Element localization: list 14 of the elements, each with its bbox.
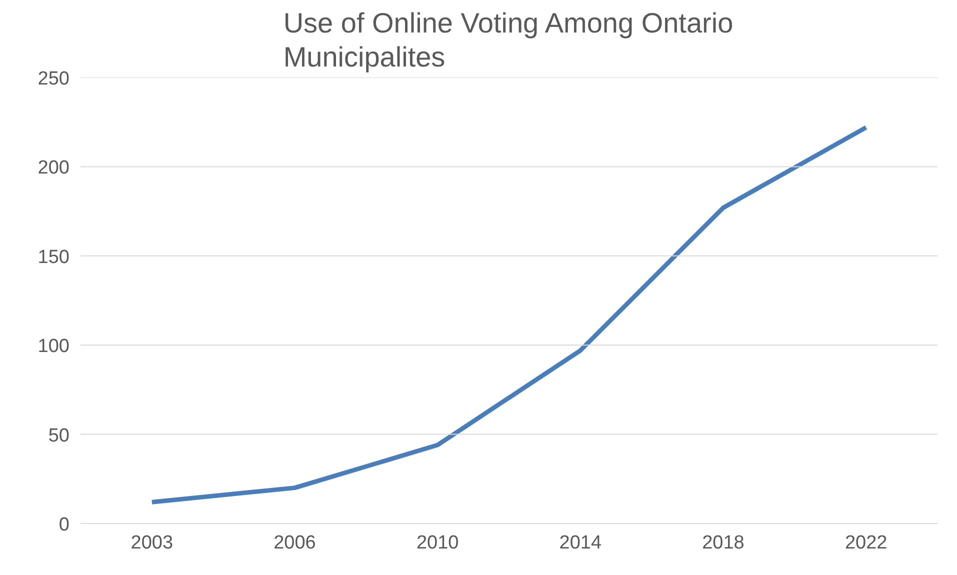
y-tick-label: 100 <box>38 336 70 358</box>
y-tick-label: 0 <box>58 514 70 536</box>
x-tick-label: 2010 <box>416 532 459 554</box>
y-tick-label: 200 <box>38 158 70 179</box>
x-tick-label: 2006 <box>274 532 316 554</box>
x-tick-label: 2022 <box>844 532 888 554</box>
y-tick-label: 150 <box>38 246 70 268</box>
x-tick-label: 2018 <box>702 532 744 554</box>
x-tick-label: 2003 <box>130 532 174 554</box>
line-series <box>150 125 868 504</box>
x-tick-label: 2014 <box>559 532 602 554</box>
y-tick-label: 50 <box>48 425 70 446</box>
chart-title: Use of Online Voting Among Ontario Municipalites <box>283 7 734 72</box>
y-tick-label: 250 <box>38 68 70 90</box>
